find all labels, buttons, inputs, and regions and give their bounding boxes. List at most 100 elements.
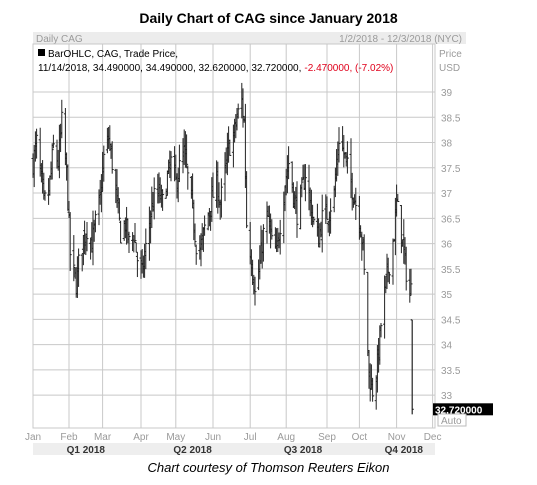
- chart-title: Daily Chart of CAG since January 2018: [139, 10, 398, 26]
- ohlc-bar: [99, 174, 103, 213]
- legend-quote-values: 11/14/2018, 34.490000, 34.490000, 32.620…: [38, 63, 301, 74]
- ohlc-bars: [31, 82, 414, 415]
- ohlc-bar: [77, 248, 81, 287]
- ohlc-bar: [60, 99, 64, 139]
- x-month-label: Jul: [244, 432, 257, 443]
- x-quarter-label: Q2 2018: [173, 445, 212, 456]
- ohlc-bar: [362, 234, 366, 275]
- ohlc-bar: [133, 223, 137, 243]
- ohlc-bar: [177, 144, 181, 183]
- x-axis-months: Jan Feb Mar Apr May Jun Jul Aug Sep Oct Nov Dec: [25, 432, 442, 443]
- y-tick-label: 38.5: [441, 113, 461, 124]
- y-tick-label: 33.5: [441, 366, 461, 377]
- y-tick-label: 35.5: [441, 265, 461, 276]
- ohlc-bar: [68, 212, 72, 271]
- ohlc-bar: [72, 235, 76, 282]
- y-tick-label: 37: [441, 189, 453, 200]
- axis-unit-usd: USD: [439, 63, 460, 74]
- ohlc-bar-last: [410, 319, 414, 415]
- ohlc-bar: [303, 164, 307, 202]
- y-tick-label: 33: [441, 391, 453, 402]
- chart-header-left: Daily CAG: [36, 34, 83, 45]
- y-axis-ticks: 33 33.5 34 34.5 35 35.5 36 36.5 37 37.5 38 38.5 39: [441, 88, 461, 402]
- ohlc-bar: [329, 198, 333, 234]
- x-quarter-label: Q4 2018: [385, 445, 424, 456]
- ohlc-bar: [85, 221, 89, 252]
- x-axis-quarters: Q1 2018 Q2 2018 Q3 2018 Q4 2018: [67, 445, 424, 456]
- ohlc-bar: [236, 103, 240, 119]
- chart-caption: Chart courtesy of Thomson Reuters Eikon: [147, 460, 390, 475]
- ohlc-bar: [270, 219, 274, 240]
- plot-area: [32, 43, 436, 429]
- ohlc-bar: [51, 134, 55, 149]
- y-tick-label: 34: [441, 341, 453, 352]
- x-month-label: Jan: [25, 432, 41, 443]
- ohlc-bar: [300, 177, 304, 198]
- ohlc-bar: [325, 196, 329, 220]
- last-price-bg: [433, 403, 493, 416]
- y-tick-label: 39: [441, 88, 453, 99]
- ohlc-bar: [43, 190, 47, 201]
- x-month-label: Nov: [388, 432, 406, 443]
- ohlc-bar: [387, 271, 391, 284]
- ohlc-bar: [50, 143, 54, 180]
- ohlc-bar: [119, 220, 123, 244]
- auto-scale-box[interactable]: [437, 413, 467, 427]
- ohlc-bar: [345, 141, 349, 174]
- ohlc-bar: [194, 244, 198, 265]
- ohlc-bar: [379, 323, 383, 338]
- y-tick-label: 38: [441, 139, 453, 150]
- y-tick-label: 36.5: [441, 214, 461, 225]
- axis-unit-price: Price: [439, 49, 462, 60]
- chart-header-bar: [33, 32, 466, 44]
- y-tick-label: 35: [441, 290, 453, 301]
- legend-quote-change: -2.470000, (-7.02%): [304, 63, 393, 74]
- x-quarter-label: Q1 2018: [67, 445, 106, 456]
- ohlc-bar: [169, 151, 173, 182]
- ohlc-bar: [127, 231, 131, 253]
- ohlc-bar: [135, 252, 139, 278]
- x-month-label: Feb: [60, 432, 78, 443]
- chart-header-right: 1/2/2018 - 12/3/2018 (NYC): [339, 34, 462, 45]
- legend-swatch: [38, 49, 45, 56]
- auto-scale-label: Auto: [441, 416, 462, 427]
- ohlc-bar: [228, 139, 232, 156]
- x-month-label: Aug: [277, 432, 295, 443]
- ohlc-bar: [295, 181, 299, 238]
- x-month-label: Apr: [133, 432, 149, 443]
- ohlc-bar: [261, 224, 265, 262]
- ohlc-bar: [371, 377, 375, 402]
- ohlc-bar: [211, 172, 215, 198]
- last-price-marker: 32.720000: [433, 403, 493, 416]
- ohlc-bar: [396, 193, 400, 203]
- ohlc-bar: [287, 146, 291, 180]
- x-month-label: Mar: [94, 432, 112, 443]
- ohlc-bar: [93, 210, 97, 233]
- ohlc-bar: [144, 228, 148, 270]
- ohlc-bar: [152, 177, 156, 220]
- x-month-label: Sep: [318, 432, 336, 443]
- ohlc-bar: [320, 194, 324, 253]
- y-tick-label: 37.5: [441, 164, 461, 175]
- x-month-label: Dec: [424, 432, 442, 443]
- ohlc-bar: [164, 188, 168, 199]
- ohlc-bar: [185, 134, 189, 168]
- y-tick-label: 36: [441, 240, 453, 251]
- ohlc-bar: [161, 189, 165, 211]
- ohlc-bar: [278, 219, 282, 255]
- ohlc-bar: [117, 198, 121, 221]
- ohlc-bar: [193, 223, 197, 246]
- ohlc-bar: [404, 246, 408, 291]
- ohlc-bar: [253, 276, 257, 306]
- ohlc-bar: [245, 171, 249, 229]
- x-month-label: Oct: [352, 432, 368, 443]
- ohlc-bar: [354, 187, 358, 221]
- ohlc-bar: [409, 268, 413, 296]
- y-tick-label: 34.5: [441, 315, 461, 326]
- legend-series: BarOHLC, CAG, Trade Price,: [48, 49, 178, 60]
- ohlc-bar: [203, 215, 207, 236]
- x-quarter-label: Q3 2018: [284, 445, 323, 456]
- ohlc-bar: [312, 216, 316, 225]
- ohlc-bar: [102, 145, 106, 182]
